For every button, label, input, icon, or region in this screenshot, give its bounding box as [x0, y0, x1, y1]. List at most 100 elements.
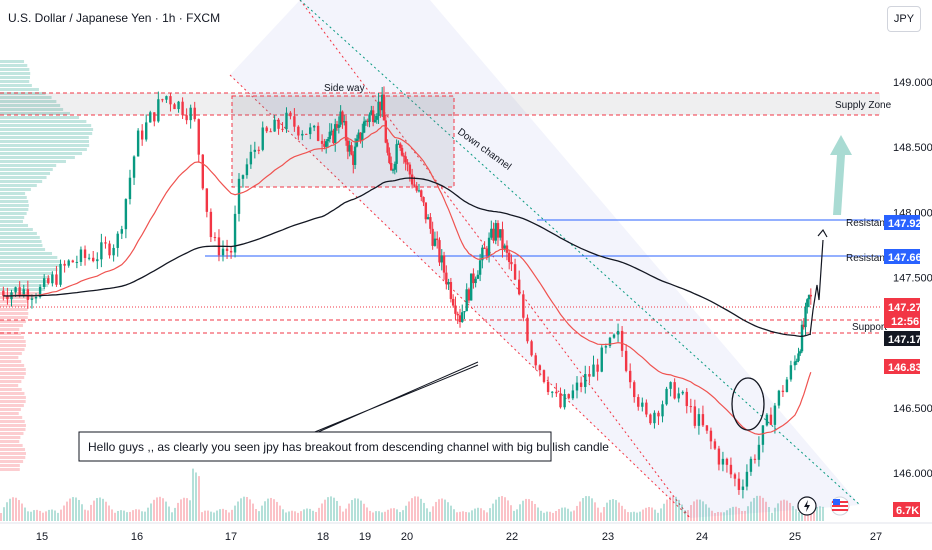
volume-bar: [3, 507, 5, 521]
candle-body: [395, 144, 398, 164]
volume-profile-bar: [0, 280, 50, 283]
volume-bar: [378, 511, 380, 521]
volume-bar: [225, 509, 227, 521]
volume-bar: [807, 512, 809, 521]
candle-body: [328, 131, 332, 140]
volume-bar: [264, 501, 266, 521]
volume-bar: [438, 499, 440, 521]
volume-profile-bar: [0, 248, 46, 251]
volume-bar: [747, 506, 749, 521]
candle-body: [575, 382, 579, 391]
volume-profile-bar: [0, 220, 23, 223]
volume-bar: [321, 503, 323, 521]
volume-bar: [87, 510, 89, 521]
candle-body: [538, 365, 542, 371]
volume-profile-bar: [0, 152, 83, 155]
candle-body: [285, 112, 288, 130]
candle-body: [781, 390, 785, 393]
volume-bar: [630, 512, 632, 521]
volume-bar: [513, 510, 515, 521]
volume-bar: [240, 498, 242, 521]
volume-bar: [675, 496, 677, 521]
overlay-annotations: [299, 135, 852, 441]
candle-body: [592, 364, 595, 377]
candle-body: [393, 163, 397, 170]
candle-body: [442, 255, 446, 273]
volume-bar: [216, 510, 218, 521]
volume-profile-bar: [0, 132, 93, 135]
volume-bar: [15, 497, 17, 521]
candle-body: [600, 347, 603, 372]
volume-bar: [312, 510, 314, 521]
volume-bar: [519, 504, 521, 521]
svg-text:147.276: 147.276: [888, 302, 928, 314]
volume-bar: [324, 499, 326, 521]
candle-body: [265, 127, 268, 132]
currency-button[interactable]: JPY: [887, 6, 921, 32]
candle-body: [546, 381, 550, 393]
price-tag-147924: 147.924: [884, 215, 929, 230]
volume-bar: [384, 511, 386, 521]
target-up-arrow: [830, 135, 852, 215]
volume-bar: [360, 500, 362, 521]
candle-body: [661, 404, 664, 417]
price-tag-147172: 147.172: [884, 331, 928, 346]
volume-bar: [213, 512, 215, 521]
candle-body: [469, 273, 473, 301]
volume-bar: [681, 504, 683, 521]
svg-text:6.7K: 6.7K: [896, 505, 919, 517]
candle-body: [669, 382, 672, 389]
candle-body: [499, 229, 502, 238]
volume-profile-bar: [0, 436, 21, 439]
volume-bar: [777, 503, 779, 521]
candle-body: [205, 188, 209, 212]
volume-bar: [651, 507, 653, 521]
volume-bar: [57, 512, 59, 521]
candle-body: [181, 101, 184, 116]
candle-body: [653, 412, 656, 424]
candle-body: [733, 474, 737, 479]
volume-profile-bar: [0, 260, 61, 263]
volume-bar: [576, 505, 578, 521]
volume-profile-bar: [0, 428, 26, 431]
resistance-label-2: Resistance: [846, 253, 896, 264]
volume-bar: [249, 499, 251, 521]
y-tick-label: 149.000: [893, 77, 932, 89]
volume-bar: [138, 509, 140, 521]
candle-body: [681, 391, 684, 394]
volume-bar: [231, 509, 233, 521]
volume-bar: [363, 503, 365, 521]
volume-profile-bar: [0, 60, 25, 63]
volume-bar: [261, 505, 263, 521]
volume-profile-bar: [0, 208, 29, 211]
volume-bar: [195, 472, 197, 521]
candle-body: [761, 425, 765, 445]
x-tick-label: 23: [602, 531, 614, 543]
flash-icon[interactable]: [797, 496, 817, 516]
side-way-box: [231, 95, 455, 188]
candle-body: [309, 127, 312, 135]
candle-body: [503, 245, 506, 249]
candle-body: [463, 311, 466, 313]
volume-bar: [387, 509, 389, 521]
candle-body: [233, 213, 237, 253]
candle-body: [424, 202, 428, 220]
volume-bar: [288, 511, 290, 521]
candle-body: [352, 154, 355, 165]
candle-body: [797, 353, 800, 361]
volume-bar: [453, 509, 455, 521]
volume-bar: [498, 496, 500, 521]
volume-bar: [591, 498, 593, 521]
volume-bar: [258, 511, 260, 521]
candle-body: [337, 124, 341, 128]
volume-bar: [165, 501, 167, 521]
volume-bar: [294, 511, 296, 521]
volume-profile-bar: [0, 296, 35, 299]
volume-profile-bar: [0, 108, 64, 111]
price-tag-147666: 147.666: [884, 249, 928, 264]
candle-body: [438, 240, 441, 263]
candle-body: [323, 143, 326, 147]
candle-body: [612, 334, 616, 338]
volume-bar: [201, 512, 203, 521]
